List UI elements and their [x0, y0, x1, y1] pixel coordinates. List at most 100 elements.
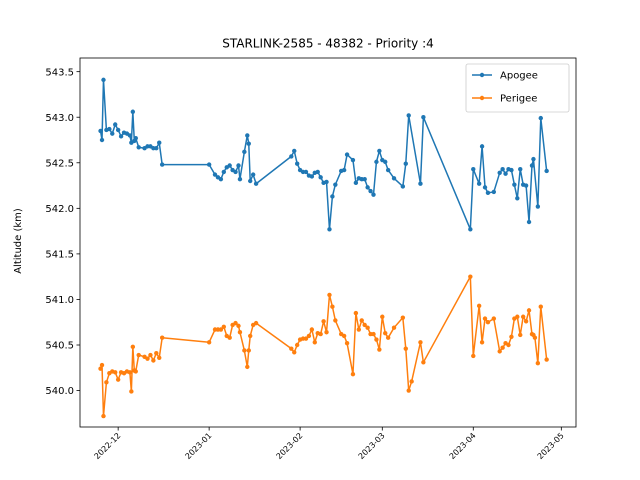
apogee-point-74 [400, 184, 406, 189]
perigee-point-54 [327, 292, 332, 298]
perigee-point-47 [306, 333, 312, 339]
apogee-point-81 [476, 181, 482, 186]
perigee-point-35 [242, 348, 247, 353]
axes-frame [79, 57, 577, 428]
perigee-point-3 [104, 380, 109, 385]
perigee-point-46 [303, 336, 309, 341]
perigee-point-7 [115, 377, 121, 382]
apogee-point-28 [221, 169, 227, 175]
apogee-point-79 [468, 227, 473, 232]
apogee-point-72 [385, 167, 391, 173]
perigee-point-101 [535, 361, 541, 366]
perigee-point-72 [385, 335, 391, 340]
y-tick-label-7: 543.5 [45, 67, 74, 78]
perigee-point-40 [253, 320, 259, 326]
apogee-point-95 [523, 183, 529, 188]
perigee-point-68 [374, 337, 379, 342]
perigee-point-21 [154, 351, 159, 356]
perigee-point-0 [98, 366, 103, 371]
apogee-point-76 [406, 113, 411, 118]
perigee-point-36 [245, 364, 250, 370]
perigee-point-87 [497, 349, 502, 354]
apogee-point-71 [383, 159, 388, 165]
apogee-point-55 [330, 194, 335, 199]
perigee-point-97 [526, 308, 532, 313]
apogee-point-78 [421, 115, 426, 120]
apogee-point-25 [212, 172, 218, 177]
y-tick-label-2: 541.0 [45, 295, 74, 306]
apogee-point-93 [518, 166, 523, 172]
perigee-point-18 [145, 356, 150, 361]
perigee-point-76 [406, 388, 411, 393]
apogee-point-58 [341, 167, 347, 173]
perigee-point-63 [359, 318, 364, 323]
apogee-point-48 [309, 174, 315, 179]
apogee-point-97 [529, 163, 535, 168]
apogee-point-11 [127, 133, 133, 138]
apogee-point-40 [253, 181, 259, 186]
perigee-point-34 [237, 330, 243, 335]
perigee-point-61 [353, 310, 359, 316]
apogee-point-53 [324, 179, 329, 185]
perigee-point-70 [380, 314, 385, 319]
apogee-point-50 [315, 169, 320, 175]
apogee-point-30 [227, 163, 232, 168]
plot-area [98, 77, 549, 419]
apogee-point-27 [218, 176, 224, 182]
perigee-point-88 [500, 345, 505, 350]
apogee-point-13 [130, 109, 136, 114]
perigee-point-56 [333, 318, 338, 323]
y-tick-label-0: 540.0 [45, 386, 74, 397]
apogee-point-0 [98, 128, 103, 134]
perigee-point-77 [409, 379, 414, 384]
apogee-point-7 [115, 127, 121, 133]
apogee-point-92 [515, 196, 520, 201]
perigee-point-23 [159, 335, 165, 340]
perigee-point-86 [491, 316, 497, 321]
perigee-point-24 [206, 340, 212, 345]
legend: Apogee Perigee [465, 63, 570, 113]
perigee-point-27 [218, 327, 224, 332]
perigee-point-15 [133, 369, 138, 374]
chart-title: STARLINK-2585 - 48382 - Priority :4 [222, 37, 434, 51]
legend-apogee-marker [479, 72, 485, 78]
perigee-point-59 [344, 340, 350, 346]
apogee-point-60 [350, 157, 356, 163]
perigee-point-28 [221, 324, 227, 329]
perigee-point-58 [341, 333, 347, 339]
y-tick-label-6: 543.0 [45, 113, 74, 124]
apogee-point-64 [362, 176, 367, 182]
perigee-point-96 [523, 319, 529, 324]
perigee-point-82 [476, 303, 482, 309]
apogee-point-6 [113, 122, 118, 127]
apogee-point-34 [237, 176, 243, 182]
apogee-point-5 [110, 131, 115, 136]
perigee-point-49 [312, 340, 317, 345]
apogee-point-15 [133, 135, 138, 141]
perigee-point-85 [485, 320, 491, 325]
perigee-point-1 [99, 362, 105, 368]
perigee-point-43 [294, 342, 300, 348]
perigee-point-48 [309, 327, 315, 332]
apogee-point-80 [471, 166, 476, 172]
perigee-point-60 [350, 371, 356, 377]
apogee-point-54 [327, 227, 332, 232]
perigee-point-51 [318, 331, 323, 337]
y-tick-label-4: 542.0 [45, 204, 74, 215]
y-axis-label: Altitude (km) [13, 208, 24, 274]
perigee-point-22 [157, 355, 162, 360]
perigee-point-38 [248, 333, 253, 339]
legend-apogee-label: Apogee [500, 71, 538, 82]
apogee-point-38 [248, 178, 253, 184]
perigee-point-55 [330, 304, 335, 309]
perigee-point-37 [246, 348, 251, 353]
perigee-point-33 [236, 323, 241, 329]
legend-perigee-label: Perigee [500, 94, 537, 105]
apogee-point-21 [154, 146, 159, 151]
apogee-point-99 [535, 204, 541, 209]
perigee-point-12 [129, 389, 134, 394]
perigee-point-81 [471, 353, 476, 359]
perigee-point-73 [391, 325, 397, 330]
apogee-point-37 [246, 141, 251, 146]
